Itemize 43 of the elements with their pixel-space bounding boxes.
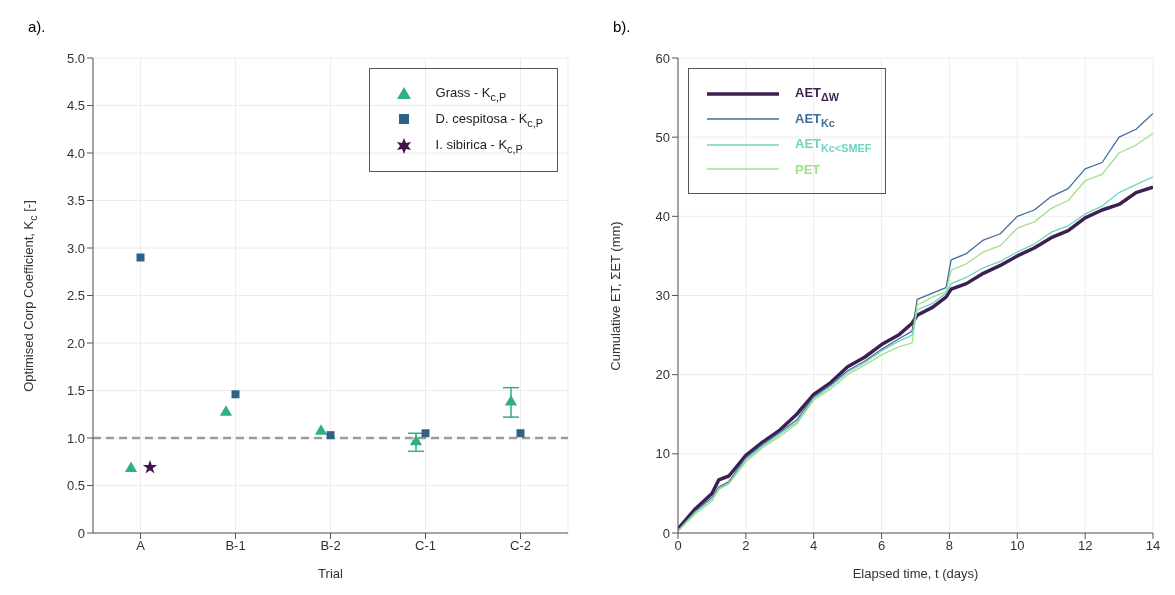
text: PET xyxy=(795,161,821,177)
y-tick-label: 0 xyxy=(662,525,670,541)
x-tick-label: B-1 xyxy=(225,538,246,554)
x-tick-label: 6 xyxy=(877,538,886,554)
y-tick-label: 10 xyxy=(655,446,670,462)
y-tick-label: 3.5 xyxy=(66,193,85,209)
x-tick-label: 12 xyxy=(1077,538,1093,554)
legend-label: Grass - K$_{c,P}$ xyxy=(435,85,507,103)
chart-title: a). xyxy=(28,18,46,35)
y-tick-label: 1.0 xyxy=(66,430,85,446)
x-tick-label: 0 xyxy=(674,538,682,554)
legend-label: I. sibirica - K$_{c,P}$ xyxy=(435,137,523,155)
x-tick-label: 8 xyxy=(945,538,954,554)
y-tick-label: 5.0 xyxy=(66,50,85,66)
y-tick-label: 60 xyxy=(655,50,670,66)
x-tick-label: 10 xyxy=(1010,538,1025,554)
y-tick-label: 0.5 xyxy=(66,478,85,494)
y-tick-label: 50 xyxy=(655,129,670,145)
y-axis-title: Cumulative ET, ΣET (mm) xyxy=(607,220,623,371)
y-tick-label: 0 xyxy=(77,525,85,541)
x-axis-title: Elapsed time, t (days) xyxy=(852,566,979,581)
x-tick-label: 14 xyxy=(1145,538,1161,554)
y-tick-label: 40 xyxy=(655,208,670,224)
x-tick-label: C-2 xyxy=(510,538,531,554)
text: AET$_{ΔW}$ xyxy=(795,85,840,103)
y-tick-label: 2.5 xyxy=(66,288,85,304)
y-tick-label: 4.0 xyxy=(66,145,85,161)
y-tick-label: 3.0 xyxy=(66,240,85,256)
x-tick-label: C-1 xyxy=(415,538,436,554)
chart-title: b). xyxy=(613,18,631,35)
x-axis-title: Trial xyxy=(318,566,343,581)
x-tick-label: 2 xyxy=(742,538,750,554)
x-tick-label: B-2 xyxy=(320,538,341,554)
y-tick-label: 2.0 xyxy=(66,335,85,351)
y-tick-label: 30 xyxy=(655,288,670,304)
legend-label: D. cespitosa - K$_{c,P}$ xyxy=(435,111,543,129)
y-tick-label: 20 xyxy=(655,367,670,383)
y-tick-label: 4.5 xyxy=(66,98,85,114)
x-tick-label: A xyxy=(136,538,146,554)
text: AET$_{Kc}$ xyxy=(795,110,835,129)
x-tick-label: 4 xyxy=(810,538,818,554)
text: AET$_{Kc<SMEF}$ xyxy=(795,136,872,154)
y-tick-label: 1.5 xyxy=(66,383,85,399)
